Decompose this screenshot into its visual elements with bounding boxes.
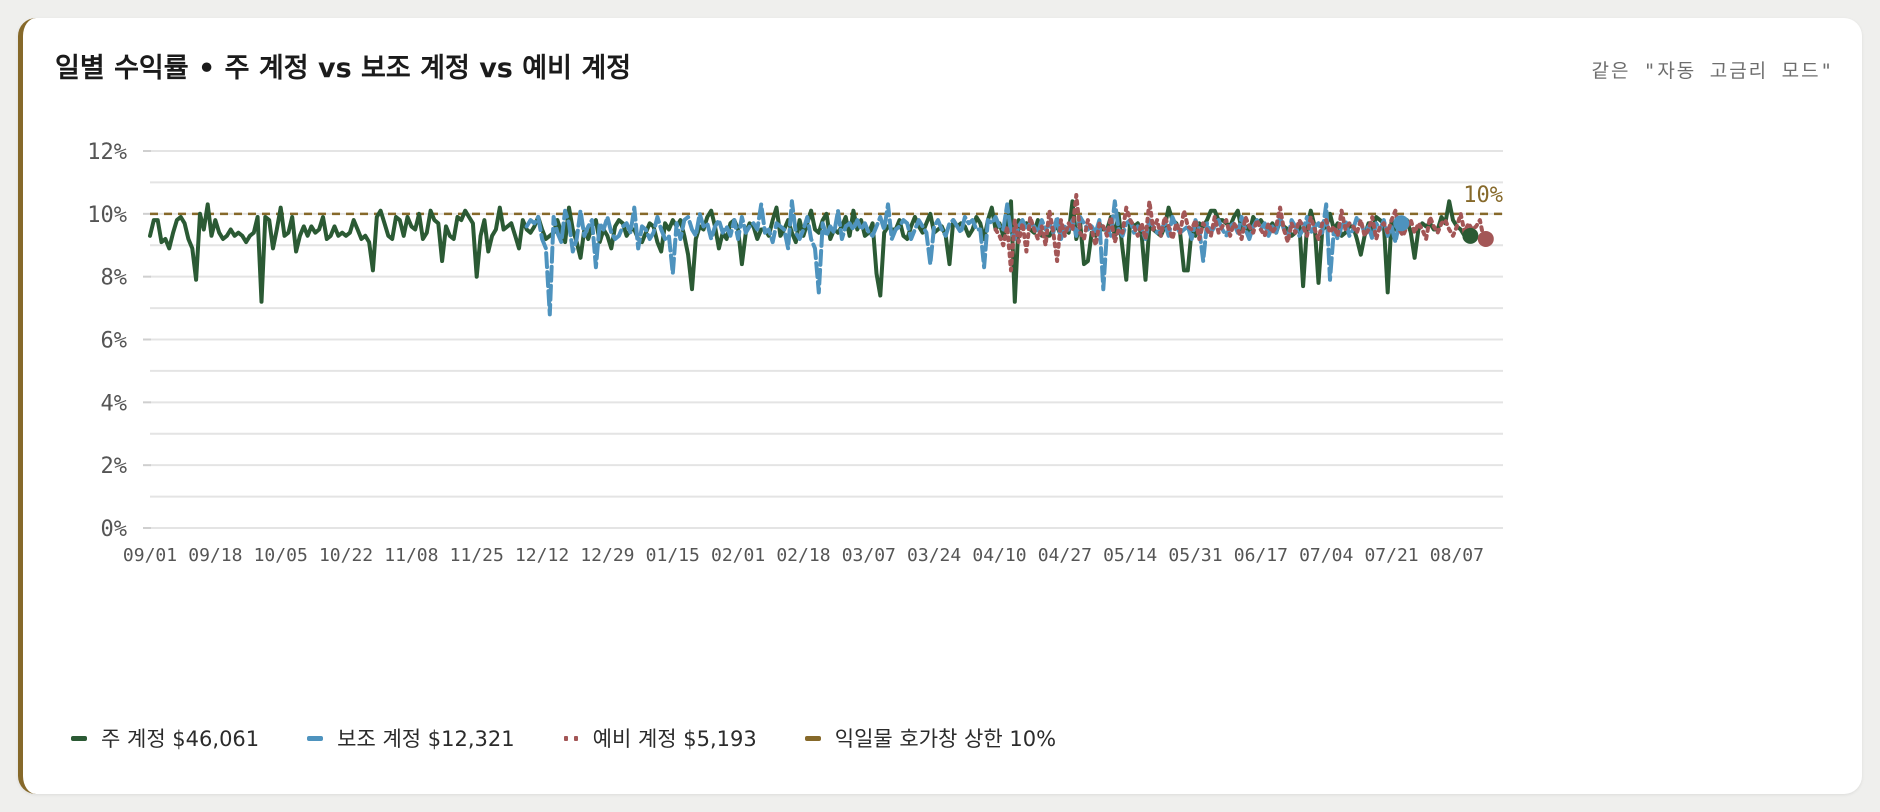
x-tick-label: 04/10 xyxy=(972,545,1026,566)
series-sub-line xyxy=(524,199,1402,317)
x-tick-label: 12/29 xyxy=(580,545,634,566)
series-spare-line xyxy=(993,193,1486,273)
x-tick-label: 07/04 xyxy=(1299,545,1353,566)
x-tick-label: 03/07 xyxy=(842,545,896,566)
legend-swatch-main xyxy=(71,735,87,741)
x-tick-label: 04/27 xyxy=(1038,545,1092,566)
y-tick-label: 8% xyxy=(101,266,128,291)
line-chart: 0% 2% 4% 6% 8% 10% 12% 09/01 09/18 10/05 10/22 11/… xyxy=(87,140,1503,566)
legend-item-main: 주 계정 $46,061 xyxy=(71,723,259,753)
legend-label-main: 주 계정 $46,061 xyxy=(101,727,260,751)
chart-title: 일별 수익률 • 주 계정 vs 보조 계정 vs 예비 계정 xyxy=(55,53,632,84)
legend-swatch-spare xyxy=(563,735,579,741)
legend-item-sub: 보조 계정 $12,321 xyxy=(307,723,515,753)
y-tick-label: 12% xyxy=(87,140,127,165)
y-tick-label: 0% xyxy=(101,517,128,542)
x-tick-label: 11/25 xyxy=(450,545,504,566)
series-group xyxy=(148,193,1494,317)
x-tick-label: 09/01 xyxy=(123,545,177,566)
y-tick-label: 10% xyxy=(87,203,127,228)
x-tick-label: 07/21 xyxy=(1364,545,1418,566)
x-tick-label: 06/17 xyxy=(1234,545,1288,566)
x-tick-label: 02/01 xyxy=(711,545,765,566)
legend-label-sub: 보조 계정 $12,321 xyxy=(337,727,515,751)
y-axis: 0% 2% 4% 6% 8% 10% 12% xyxy=(87,140,151,542)
legend-item-spare: 예비 계정 $5,193 xyxy=(563,723,757,753)
y-tick-label: 2% xyxy=(101,454,128,479)
series-main-end-marker xyxy=(1462,227,1479,244)
x-tick-label: 03/24 xyxy=(907,545,961,566)
chart-legend: 주 계정 $46,061 보조 계정 $12,321 예비 계정 $5,193 … xyxy=(71,723,1056,753)
x-axis: 09/01 09/18 10/05 10/22 11/08 11/25 12/12 12/29… xyxy=(123,545,1484,566)
x-tick-label: 09/18 xyxy=(188,545,242,566)
chart-subtitle: 같은 "자동 고금리 모드" xyxy=(1591,60,1834,82)
legend-item-cap: 익일물 호가창 상한 10% xyxy=(804,723,1057,753)
legend-label-spare: 예비 계정 $5,193 xyxy=(592,727,757,751)
cap-line-group: 10% xyxy=(150,183,1503,216)
y-tick-label: 4% xyxy=(101,391,128,416)
x-tick-label: 01/15 xyxy=(646,545,700,566)
x-tick-label: 08/07 xyxy=(1430,545,1484,566)
chart-card: 일별 수익률 • 주 계정 vs 보조 계정 vs 예비 계정 같은 "자동 고… xyxy=(18,18,1862,794)
x-tick-label: 12/12 xyxy=(515,545,569,566)
legend-swatch-cap xyxy=(804,735,821,741)
x-tick-label: 05/14 xyxy=(1103,545,1157,566)
y-tick-label: 6% xyxy=(101,329,128,354)
series-spare-end-marker xyxy=(1477,230,1494,247)
legend-label-cap: 익일물 호가창 상한 10% xyxy=(834,727,1057,751)
series-sub-end-marker xyxy=(1393,215,1410,232)
chart-grid xyxy=(150,150,1503,529)
legend-swatch-sub xyxy=(307,735,324,741)
x-tick-label: 02/18 xyxy=(776,545,830,566)
cap-label: 10% xyxy=(1463,183,1503,208)
x-tick-label: 05/31 xyxy=(1168,545,1222,566)
x-tick-label: 10/05 xyxy=(254,545,308,566)
x-tick-label: 11/08 xyxy=(384,545,438,566)
x-tick-label: 10/22 xyxy=(319,545,373,566)
